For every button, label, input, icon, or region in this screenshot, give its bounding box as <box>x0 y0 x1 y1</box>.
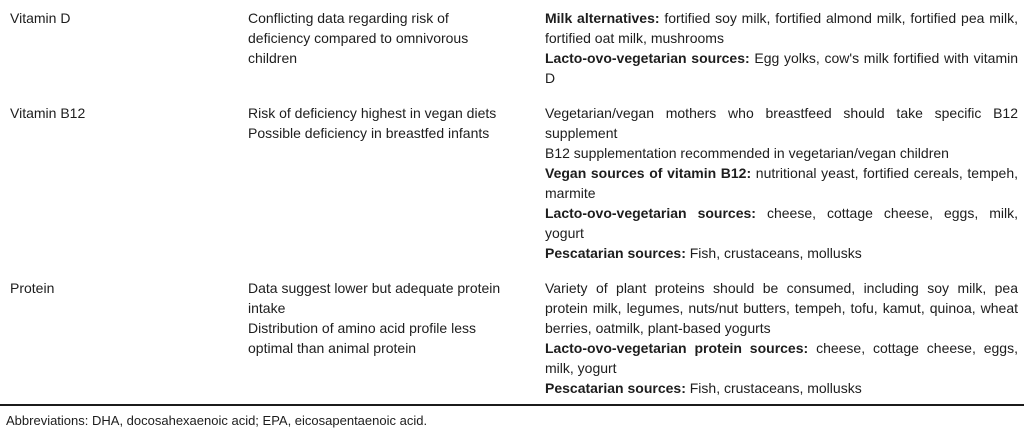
source-paragraph: Lacto-ovo-vegetarian sources: Egg yolks,… <box>545 48 1018 88</box>
source-paragraph: B12 supplementation recommended in veget… <box>545 143 1018 163</box>
risk-text: Conflicting data regarding risk of defic… <box>248 10 469 66</box>
source-text: fortified soy milk, fortified almond mil… <box>545 10 1018 46</box>
source-label: Milk alternatives: <box>545 10 660 26</box>
source-label: Lacto-ovo-vegetarian protein sources: <box>545 340 809 356</box>
risk-text: Distribution of amino acid profile less … <box>248 320 476 356</box>
source-text: Variety of plant proteins should be cons… <box>545 280 1018 336</box>
nutrient-name: Protein <box>10 280 55 296</box>
sources-cell: Vegetarian/vegan mothers who breastfeed … <box>545 103 1018 263</box>
risk-cell: Risk of deficiency highest in vegan diet… <box>248 103 514 143</box>
table-row-protein: Protein Data suggest lower but adequate … <box>10 278 1018 398</box>
source-label: Pescatarian sources: <box>545 380 686 396</box>
source-label: Lacto-ovo-vegetarian sources: <box>545 50 750 66</box>
nutrient-cell: Vitamin B12 <box>10 103 248 123</box>
risk-text: Data suggest lower but adequate protein … <box>248 280 501 316</box>
risk-cell: Data suggest lower but adequate protein … <box>248 278 514 358</box>
source-text: cheese, cottage cheese, eggs, milk, yogu… <box>545 205 1018 241</box>
source-paragraph: Variety of plant proteins should be cons… <box>545 278 1018 338</box>
source-text: Fish, crustaceans, mollusks <box>685 245 862 261</box>
table-row-vitamin-b12: Vitamin B12 Risk of deficiency highest i… <box>10 103 1018 263</box>
source-paragraph: Vegetarian/vegan mothers who breastfeed … <box>545 103 1018 143</box>
source-paragraph: Pescatarian sources: Fish, crustaceans, … <box>545 378 1018 398</box>
table-bottom-rule <box>0 404 1024 406</box>
source-text: nutritional yeast, fortified cereals, te… <box>545 165 1018 201</box>
source-label: Lacto-ovo-vegetarian sources: <box>545 205 756 221</box>
sources-cell: Milk alternatives: fortified soy milk, f… <box>545 8 1018 88</box>
abbreviations-footnote: Abbreviations: DHA, docosahexaenoic acid… <box>6 413 428 428</box>
risk-cell: Conflicting data regarding risk of defic… <box>248 8 514 68</box>
source-text: Fish, crustaceans, mollusks <box>685 380 862 396</box>
nutrient-name: Vitamin B12 <box>10 105 86 121</box>
risk-text: Risk of deficiency highest in vegan diet… <box>248 105 497 121</box>
source-paragraph: Milk alternatives: fortified soy milk, f… <box>545 8 1018 48</box>
nutrient-cell: Protein <box>10 278 248 298</box>
source-text: cheese, cottage cheese, eggs, milk, yogu… <box>545 340 1018 376</box>
nutrient-name: Vitamin D <box>10 10 71 26</box>
source-label: Vegan sources of vitamin B12: <box>545 165 752 181</box>
source-text: B12 supplementation recommended in veget… <box>545 145 949 161</box>
risk-text: Possible deficiency in breastfed infants <box>248 125 490 141</box>
nutrient-table: Vitamin D Conflicting data regarding ris… <box>10 8 1018 398</box>
source-paragraph: Pescatarian sources: Fish, crustaceans, … <box>545 243 1018 263</box>
nutrient-cell: Vitamin D <box>10 8 248 28</box>
source-paragraph: Vegan sources of vitamin B12: nutritiona… <box>545 163 1018 203</box>
table-row-vitamin-d: Vitamin D Conflicting data regarding ris… <box>10 8 1018 88</box>
source-text: Egg yolks, cow's milk fortified with vit… <box>545 50 1018 86</box>
source-paragraph: Lacto-ovo-vegetarian sources: cheese, co… <box>545 203 1018 243</box>
source-paragraph: Lacto-ovo-vegetarian protein sources: ch… <box>545 338 1018 378</box>
sources-cell: Variety of plant proteins should be cons… <box>545 278 1018 398</box>
source-label: Pescatarian sources: <box>545 245 686 261</box>
source-text: Vegetarian/vegan mothers who breastfeed … <box>545 105 1018 141</box>
